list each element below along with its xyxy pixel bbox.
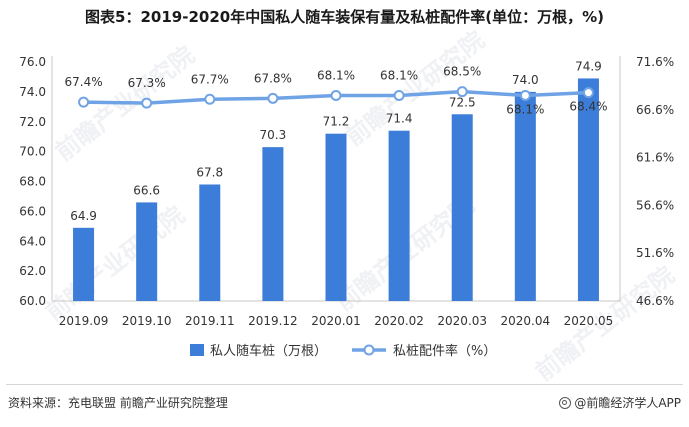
rate-point <box>393 89 405 101</box>
y-right-tick-label: 46.6% <box>636 294 674 308</box>
bar <box>325 133 347 301</box>
brand-text: @前瞻经济学人APP <box>574 396 681 410</box>
rate-data-label: 68.1% <box>317 68 355 82</box>
x-tick-label: 2020.02 <box>374 314 424 328</box>
rate-data-label: 67.7% <box>191 72 229 86</box>
rate-point <box>582 87 594 99</box>
x-tick-label: 2020.01 <box>311 314 361 328</box>
y-left-tick-label: 76.0 <box>19 55 46 69</box>
bar <box>388 130 410 301</box>
watermark-text: 前瞻产业研究院 <box>40 201 190 326</box>
y-left-tick-label: 72.0 <box>19 115 46 129</box>
rate-data-label: 67.4% <box>64 75 102 89</box>
x-tick-label: 2020.03 <box>437 314 487 328</box>
y-left-tick-label: 66.0 <box>19 204 46 218</box>
bar-data-label: 71.4 <box>386 112 413 126</box>
legend-swatch-bar <box>190 344 204 356</box>
bar <box>514 91 536 301</box>
bar-data-label: 64.9 <box>70 209 97 223</box>
brand-logo-icon <box>559 396 572 409</box>
x-tick-label: 2019.11 <box>185 314 235 328</box>
bar-data-label: 67.8 <box>196 165 223 179</box>
legend-label-line: 私桩配件率（%） <box>393 343 496 359</box>
x-tick-label: 2019.12 <box>248 314 298 328</box>
bar-data-label: 70.3 <box>260 128 287 142</box>
bar <box>199 184 221 301</box>
legend-swatch-marker <box>363 344 375 356</box>
bar-data-label: 72.5 <box>449 95 476 109</box>
x-tick-label: 2020.04 <box>501 314 551 328</box>
x-tick-label: 2019.10 <box>122 314 172 328</box>
x-tick-label: 2020.05 <box>564 314 614 328</box>
y-left-tick-label: 64.0 <box>19 234 46 248</box>
rate-point <box>141 97 153 109</box>
bar <box>136 202 158 301</box>
legend-label-bar: 私人随车桩（万根） <box>210 343 327 359</box>
bar-data-label: 71.2 <box>323 115 350 129</box>
y-left-tick-label: 70.0 <box>19 145 46 159</box>
rate-data-label: 67.3% <box>128 76 166 90</box>
rate-point <box>330 89 342 101</box>
rate-point <box>78 96 90 108</box>
y-right-tick-label: 71.6% <box>636 55 674 69</box>
bar <box>73 227 95 301</box>
y-left-tick-label: 62.0 <box>19 264 46 278</box>
bar <box>451 114 473 301</box>
y-right-tick-label: 56.6% <box>636 198 674 212</box>
bar-data-label: 66.6 <box>133 183 160 197</box>
chart-title: 图表5：2019-2020年中国私人随车装保有量及私桩配件率(单位：万根，%) <box>85 8 604 26</box>
y-left-tick-label: 74.0 <box>19 85 46 99</box>
rate-data-label: 67.8% <box>254 71 292 85</box>
rate-point <box>267 92 279 104</box>
source-note: 资料来源：充电联盟 前瞻产业研究院整理 <box>8 396 228 410</box>
bar <box>577 78 599 302</box>
y-right-tick-label: 61.6% <box>636 151 674 165</box>
footer-divider <box>6 384 683 385</box>
y-right-tick-label: 51.6% <box>636 246 674 260</box>
rate-data-label: 68.1% <box>380 68 418 82</box>
bar-data-label: 74.0 <box>512 73 539 87</box>
y-left-tick-label: 60.0 <box>19 294 46 308</box>
bar-data-label: 74.9 <box>575 59 602 73</box>
rate-data-label: 68.5% <box>443 65 481 79</box>
x-tick-label: 2019.09 <box>59 314 109 328</box>
brand-credit: @前瞻经济学人APP <box>559 394 681 411</box>
rate-data-label: 68.1% <box>506 102 544 116</box>
rate-point <box>519 89 531 101</box>
y-right-tick-label: 66.6% <box>636 103 674 117</box>
y-left-tick-label: 68.0 <box>19 175 46 189</box>
bar <box>262 147 284 301</box>
rate-point <box>204 93 216 105</box>
rate-point <box>456 86 468 98</box>
rate-data-label: 68.4% <box>569 100 607 114</box>
